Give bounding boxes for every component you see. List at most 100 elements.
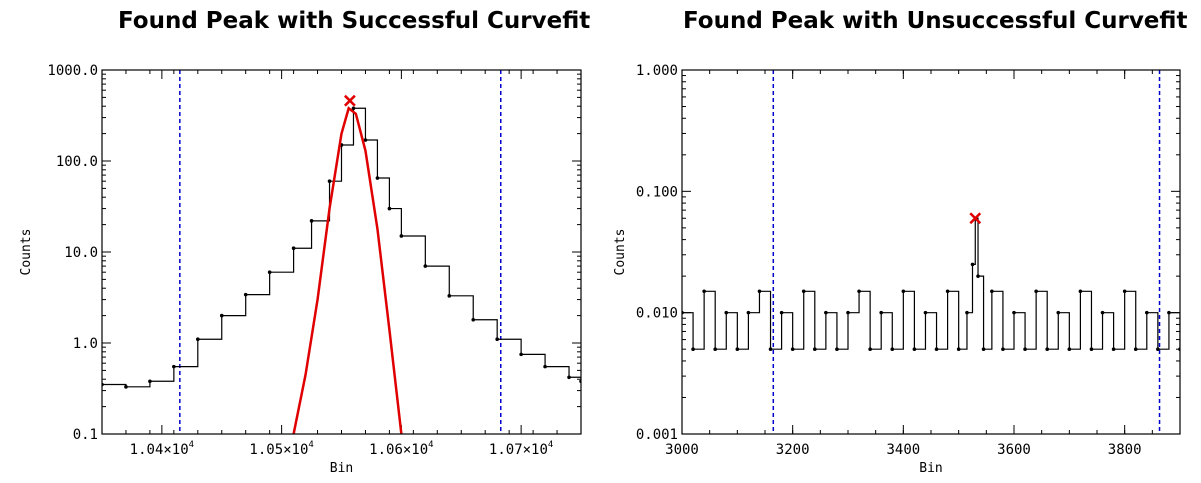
data-point-right: [901, 289, 906, 294]
data-point-right: [956, 347, 961, 351]
data-point-right: [912, 347, 917, 351]
peak-marker-left: [343, 94, 356, 107]
data-point-right: [1145, 310, 1149, 315]
data-point-right: [691, 347, 695, 351]
data-point-right: [1089, 347, 1094, 351]
chart-title-left: Found Peak with Successful Curvefit: [118, 8, 591, 34]
data-point-right: [1001, 347, 1005, 351]
data-point-right: [934, 347, 939, 351]
data-point-right: [779, 310, 784, 315]
series-right-0: [682, 216, 1180, 351]
data-point-left: [291, 246, 296, 251]
data-point-right: [1067, 347, 1072, 351]
data-point-left: [148, 379, 152, 384]
data-point-left: [124, 385, 128, 389]
data-point-left: [471, 317, 476, 322]
fit-curve-left: [292, 106, 403, 434]
data-point-right: [702, 289, 706, 294]
data-point-left: [399, 234, 404, 238]
x-tick-label-left: 1.04×104: [130, 440, 194, 458]
data-point-right: [890, 347, 895, 351]
x-tick-exponent: 4: [189, 440, 194, 450]
data-point-left: [351, 106, 356, 111]
y-tick-label-left: 1.0: [73, 336, 98, 352]
data-point-right: [724, 310, 729, 315]
chart-title-right: Found Peak with Unsuccessful Curvefit: [683, 8, 1188, 34]
data-point-right: [1078, 289, 1083, 294]
data-point-right: [757, 289, 762, 294]
data-point-left: [172, 364, 176, 369]
data-point-right: [923, 310, 928, 315]
data-point-right: [768, 347, 773, 351]
data-point-right: [746, 310, 751, 315]
x-tick-mantissa: 1.07×10: [489, 442, 548, 458]
data-point-right: [1045, 347, 1049, 351]
y-tick-label-left: 1000.0: [47, 63, 98, 79]
data-point-right: [846, 310, 850, 315]
data-point-right: [981, 347, 986, 351]
data-point-right: [965, 310, 969, 315]
y-axis-label-right: Counts: [613, 229, 628, 276]
data-point-right: [976, 274, 980, 278]
x-tick-label-right: 3200: [776, 442, 810, 458]
x-tick-label-left: 1.07×104: [489, 440, 553, 458]
data-point-right: [713, 347, 717, 351]
data-point-right: [824, 310, 828, 315]
y-tick-label-right: 0.100: [636, 184, 678, 200]
x-tick-exponent: 4: [548, 440, 553, 450]
data-point-right: [1100, 310, 1105, 315]
data-point-right: [1167, 310, 1171, 315]
data-point-left: [243, 292, 248, 297]
y-tick-label-left: 0.1: [73, 427, 98, 443]
data-point-left: [309, 219, 314, 223]
data-point-left: [447, 294, 452, 298]
series-left-1: [292, 106, 403, 434]
data-point-left: [267, 270, 272, 274]
data-point-right: [835, 347, 839, 351]
data-point-left: [543, 364, 547, 369]
data-point-right: [801, 289, 806, 294]
y-tick-label-left: 10.0: [64, 245, 98, 261]
x-tick-mantissa: 1.05×10: [249, 442, 308, 458]
data-point-left: [363, 138, 368, 142]
plot-frame-left: [101, 69, 582, 435]
series-left-0: [102, 106, 581, 389]
x-tick-exponent: 4: [428, 440, 433, 450]
x-tick-exponent: 4: [308, 440, 313, 450]
data-point-right: [1056, 310, 1061, 315]
peak-marker-right: [969, 212, 982, 225]
x-tick-label-left: 1.05×104: [249, 440, 313, 458]
data-point-left: [495, 337, 499, 342]
x-tick-label-right: 3400: [886, 442, 920, 458]
data-point-right: [1133, 347, 1138, 351]
data-point-right: [735, 347, 740, 351]
x-tick-label-left: 1.06×104: [369, 440, 433, 458]
data-point-left: [375, 176, 380, 180]
x-axis-label-right: Bin: [919, 461, 942, 476]
data-point-left: [327, 179, 332, 183]
plot-frame-right: [681, 69, 1181, 435]
data-point-right: [790, 347, 795, 351]
y-axis-label-left: Counts: [19, 229, 34, 276]
data-point-right: [1111, 347, 1116, 351]
data-line-right: [682, 217, 1180, 350]
data-point-left: [423, 264, 428, 268]
data-point-right: [1012, 310, 1016, 315]
data-point-right: [1023, 347, 1027, 351]
data-point-right: [857, 289, 861, 294]
data-line-left: [102, 107, 581, 388]
y-tick-label-right: 0.001: [636, 427, 678, 443]
y-tick-label-right: 0.010: [636, 306, 678, 322]
x-tick-mantissa: 1.04×10: [130, 442, 189, 458]
data-point-left: [387, 206, 392, 211]
data-point-right: [868, 347, 872, 351]
data-point-right: [1122, 289, 1127, 294]
data-point-right: [970, 262, 975, 267]
x-axis-label-left: Bin: [330, 461, 353, 476]
data-point-left: [567, 375, 571, 380]
y-tick-label-left: 100.0: [56, 154, 98, 170]
x-tick-label-right: 3800: [1108, 442, 1142, 458]
data-point-right: [813, 347, 817, 351]
data-point-right: [879, 310, 883, 315]
